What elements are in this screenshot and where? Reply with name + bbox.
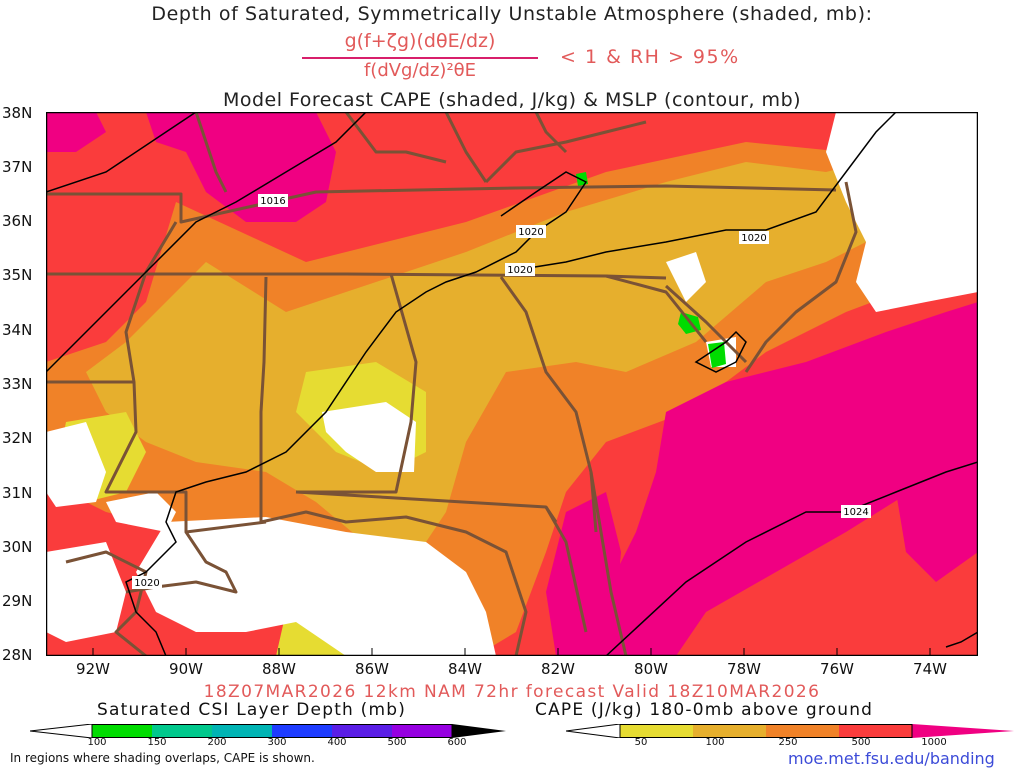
overlap-note: In regions where shading overlaps, CAPE … <box>10 751 315 765</box>
lat-label: 37N <box>2 158 33 176</box>
formula-denominator: f(dVg/dz)²θE <box>363 60 477 81</box>
isobar-label: 1024 <box>843 507 868 518</box>
no-cape-area <box>46 422 106 507</box>
map-ticks <box>92 648 931 656</box>
csi-legend-tick: 200 <box>207 737 227 748</box>
csi-legend-tick: 500 <box>387 737 407 748</box>
lat-label: 32N <box>2 429 33 447</box>
lat-label: 35N <box>2 266 33 284</box>
isobar-label: 1020 <box>507 265 532 276</box>
csi-area <box>576 172 588 186</box>
cape-1000-area <box>606 302 978 656</box>
formula-numerator: g(f+ζg)(dθE/dz) <box>344 30 496 52</box>
cape-1000-area <box>46 112 106 152</box>
isobar-labels: 1016 1020 1020 1020 1020 1024 <box>132 194 871 589</box>
no-cape-area <box>106 492 176 532</box>
cape-1000-area <box>896 372 978 582</box>
product-subtitle: Model Forecast CAPE (shaded, J/kg) & MSL… <box>222 89 802 111</box>
cape-1000-area <box>146 112 336 222</box>
formula-condition: < 1 & RH > 95% <box>560 46 740 68</box>
csi-legend-title: Saturated CSI Layer Depth (mb) <box>97 700 407 720</box>
isobar-label: 1020 <box>134 578 159 589</box>
lon-label: 74W <box>913 660 947 678</box>
cape-legend-tick: 1000 <box>921 737 947 748</box>
lat-label: 38N <box>2 104 33 122</box>
lon-label: 78W <box>727 660 761 678</box>
isobars <box>46 112 978 656</box>
cape-legend-tick: 250 <box>778 737 798 748</box>
csi-legend-tick: 100 <box>87 737 107 748</box>
no-cape-area <box>46 542 126 642</box>
no-cape-area <box>826 112 978 312</box>
forecast-valid-time: 18Z07MAR2026 12km NAM 72hr forecast Vali… <box>203 682 821 702</box>
csi-legend-bar <box>30 724 506 738</box>
lat-label: 36N <box>2 212 33 230</box>
lon-label: 92W <box>76 660 110 678</box>
cape-legend-bar <box>566 724 1014 738</box>
cape-legend-title: CAPE (J/kg) 180-0mb above ground <box>535 700 874 720</box>
lon-label: 84W <box>448 660 482 678</box>
lat-label: 30N <box>2 538 33 556</box>
isobar-label: 1020 <box>518 227 543 238</box>
cape-legend-tick: 50 <box>634 737 648 748</box>
csi-legend-tick: 400 <box>327 737 347 748</box>
cape-legend-tick: 500 <box>851 737 871 748</box>
lon-label: 88W <box>262 660 296 678</box>
lon-label: 80W <box>634 660 668 678</box>
lon-label: 86W <box>355 660 389 678</box>
lat-label: 34N <box>2 321 33 339</box>
isobar-label: 1020 <box>741 233 766 244</box>
csi-legend-tick: 150 <box>147 737 167 748</box>
lat-label: 28N <box>2 646 33 664</box>
lon-label: 76W <box>820 660 854 678</box>
forecast-map: 1016 1020 1020 1020 1020 1024 <box>46 112 978 656</box>
isobar-label: 1016 <box>260 196 285 207</box>
product-title: Depth of Saturated, Symmetrically Unstab… <box>151 3 873 25</box>
lat-label: 31N <box>2 484 33 502</box>
csi-area <box>708 342 726 368</box>
lat-label: 29N <box>2 592 33 610</box>
lat-label: 33N <box>2 375 33 393</box>
csi-legend-tick: 600 <box>447 737 467 748</box>
lon-label: 82W <box>541 660 575 678</box>
csi-legend-tick: 300 <box>267 737 287 748</box>
cape-100-area <box>86 152 978 552</box>
formula-fraction-bar <box>302 57 538 59</box>
lon-label: 90W <box>169 660 203 678</box>
no-cape-area <box>666 252 706 302</box>
no-cape-area <box>322 402 416 472</box>
no-cape-area <box>136 517 496 656</box>
cape-legend-tick: 100 <box>705 737 725 748</box>
source-url-link[interactable]: moe.met.fsu.edu/banding <box>788 749 995 768</box>
state-borders <box>46 112 858 656</box>
